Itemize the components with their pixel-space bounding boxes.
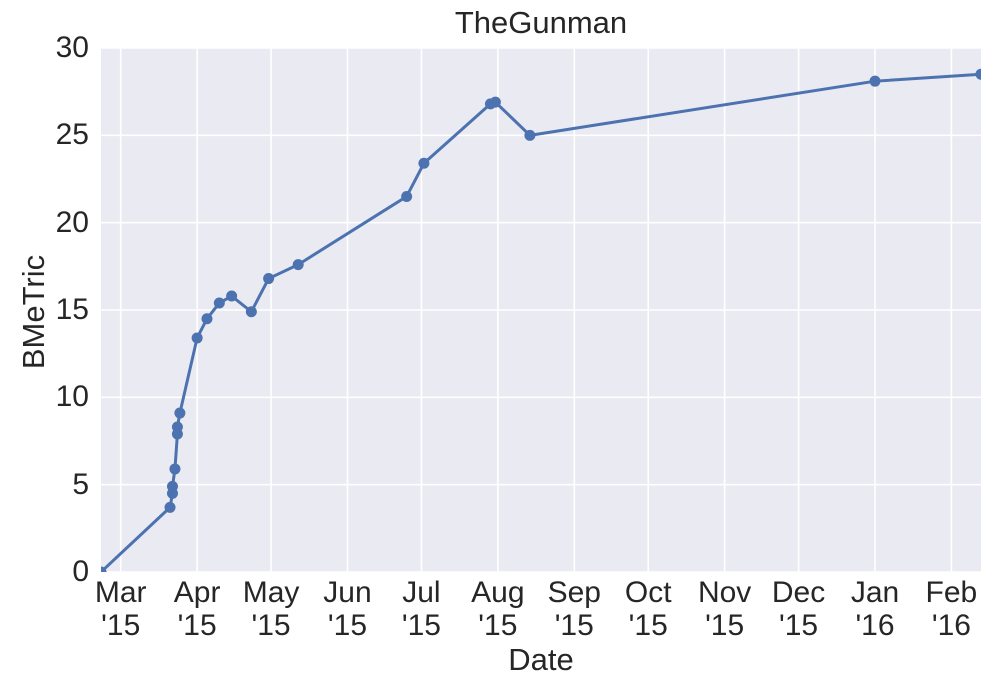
y-tick-label: 30 xyxy=(55,31,89,64)
x-tick-year: '15 xyxy=(628,609,668,642)
x-tick-label: Jul '15 xyxy=(361,576,481,642)
x-tick-year: '16 xyxy=(855,609,895,642)
x-tick-month: Mar xyxy=(94,576,147,609)
y-tick-label: 5 xyxy=(72,467,89,501)
x-tick-month: Feb xyxy=(925,576,978,609)
x-tick-month: Sep xyxy=(547,576,601,609)
data-point xyxy=(524,129,536,141)
data-point xyxy=(418,157,430,169)
data-point xyxy=(164,501,176,513)
data-point xyxy=(245,306,257,318)
chart-canvas xyxy=(101,48,981,572)
x-tick-year: '15 xyxy=(327,609,368,642)
x-tick-month: Jul xyxy=(402,576,441,609)
x-tick-year: '16 xyxy=(931,609,971,642)
data-point xyxy=(226,290,238,302)
x-tick-year: '15 xyxy=(554,609,594,642)
x-tick-label: Apr '15 xyxy=(137,576,257,642)
x-tick-month: Nov xyxy=(697,576,752,609)
x-tick-month: Dec xyxy=(771,576,826,609)
x-tick-label: Oct '15 xyxy=(588,576,708,642)
x-tick-year: '15 xyxy=(101,609,141,642)
data-point xyxy=(263,273,275,285)
data-point xyxy=(174,407,186,419)
x-tick-month: Jan xyxy=(850,576,900,609)
x-tick-year: '15 xyxy=(779,609,819,642)
x-tick-label: Jun '15 xyxy=(287,576,407,642)
x-tick-label: Sep '15 xyxy=(514,576,634,642)
x-tick-year: '15 xyxy=(705,609,745,642)
data-point xyxy=(869,75,881,87)
y-tick-label: 25 xyxy=(55,118,89,152)
x-tick-month: Aug xyxy=(471,576,525,609)
data-series-line xyxy=(101,72,981,572)
x-tick-month: May xyxy=(242,576,300,609)
x-tick-year: '15 xyxy=(177,609,217,642)
chart-title: TheGunman xyxy=(454,5,628,40)
data-point xyxy=(191,332,203,344)
x-axis-label: Date xyxy=(508,642,574,677)
x-tick-month: Jun xyxy=(323,576,372,609)
x-tick-year: '15 xyxy=(401,609,441,642)
data-point xyxy=(166,480,178,492)
y-tick-label: 0 xyxy=(72,555,89,588)
data-point xyxy=(401,190,413,202)
data-point xyxy=(101,566,107,572)
x-tick-label: Mar '15 xyxy=(61,576,181,642)
x-tick-month: Oct xyxy=(624,576,672,609)
x-tick-label: Jan '16 xyxy=(815,576,935,642)
data-point xyxy=(489,96,501,108)
y-tick-label: 15 xyxy=(55,293,89,326)
x-tick-year: '15 xyxy=(478,609,518,642)
x-tick-label: Dec '15 xyxy=(739,576,859,642)
x-tick-label: Feb '16 xyxy=(891,576,1000,642)
x-tick-label: Aug '15 xyxy=(438,576,558,642)
x-tick-month: Apr xyxy=(173,576,221,609)
data-point xyxy=(213,297,225,309)
data-point xyxy=(975,68,981,80)
data-point xyxy=(169,463,181,475)
y-tick-label: 20 xyxy=(55,205,89,239)
data-point xyxy=(171,421,183,433)
data-point xyxy=(292,259,304,271)
plot-area xyxy=(101,48,981,572)
y-tick-label: 10 xyxy=(55,380,89,414)
x-tick-year: '15 xyxy=(251,609,291,642)
x-tick-label: May '15 xyxy=(211,576,331,642)
x-tick-label: Nov '15 xyxy=(665,576,785,642)
data-point xyxy=(201,313,213,325)
